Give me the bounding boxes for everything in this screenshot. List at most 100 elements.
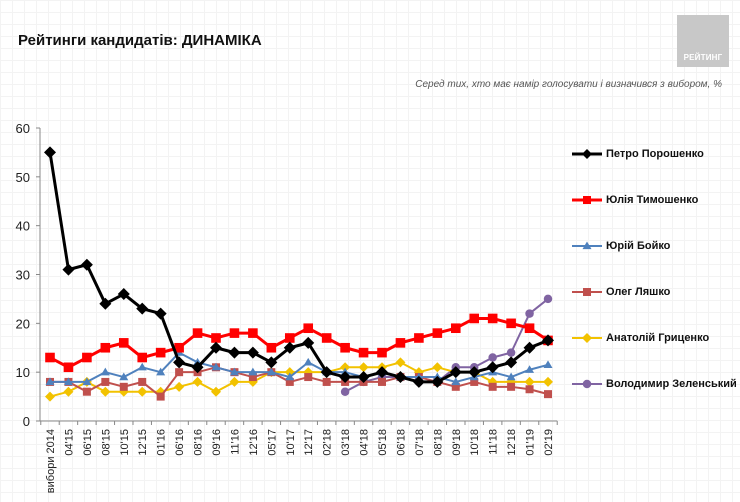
data-point bbox=[211, 333, 221, 343]
x-tick-label: 04'18 bbox=[359, 429, 371, 456]
x-tick-label: 10'17 bbox=[285, 429, 297, 456]
y-tick-label: 20 bbox=[16, 316, 30, 331]
data-point bbox=[100, 342, 111, 353]
data-point bbox=[228, 346, 241, 359]
data-point bbox=[358, 362, 369, 373]
data-point bbox=[340, 387, 350, 396]
data-point bbox=[229, 376, 240, 387]
data-point bbox=[156, 392, 165, 401]
data-point bbox=[211, 386, 221, 397]
data-point bbox=[137, 352, 148, 363]
data-point bbox=[302, 336, 315, 349]
legend-item: Володимир Зеленський bbox=[572, 378, 737, 390]
legend-marker bbox=[582, 333, 592, 343]
data-point bbox=[284, 333, 295, 343]
data-point bbox=[266, 342, 277, 353]
data-point bbox=[451, 377, 461, 386]
data-point bbox=[543, 294, 553, 304]
data-point bbox=[432, 328, 443, 338]
data-point bbox=[118, 338, 129, 348]
legend-label: Юлія Тимошенко bbox=[606, 194, 699, 206]
x-tick-label: 08'16 bbox=[193, 429, 205, 456]
data-point bbox=[285, 372, 295, 381]
data-point bbox=[80, 258, 93, 271]
data-point bbox=[340, 342, 350, 353]
x-tick-label: 12'16 bbox=[248, 429, 260, 456]
data-point bbox=[62, 263, 75, 276]
x-tick-label: 09'16 bbox=[211, 429, 223, 456]
data-point bbox=[469, 313, 480, 324]
x-tick-label: 08'15 bbox=[100, 429, 112, 456]
data-point bbox=[266, 367, 276, 376]
data-point bbox=[119, 382, 128, 391]
legend-item: Олег Ляшко bbox=[572, 286, 670, 298]
data-point bbox=[303, 323, 314, 334]
data-point bbox=[138, 377, 147, 386]
data-point bbox=[544, 390, 552, 399]
data-point bbox=[339, 371, 352, 384]
data-point bbox=[119, 372, 129, 381]
series-1 bbox=[45, 313, 553, 373]
data-point bbox=[525, 365, 535, 373]
data-point bbox=[395, 357, 406, 368]
x-tick-label: 09'18 bbox=[451, 429, 463, 456]
x-tick-label: 02'18 bbox=[322, 429, 334, 456]
x-tick-label: 01'16 bbox=[156, 429, 168, 456]
data-point bbox=[524, 323, 535, 334]
y-tick-label: 30 bbox=[16, 268, 30, 283]
y-tick-label: 60 bbox=[16, 121, 30, 136]
series-line bbox=[49, 316, 549, 369]
data-point bbox=[246, 346, 259, 359]
data-point bbox=[431, 375, 444, 388]
x-tick-label: 10'15 bbox=[119, 429, 131, 456]
data-point bbox=[45, 352, 55, 363]
series-5 bbox=[340, 294, 553, 396]
legend-swatch bbox=[572, 379, 602, 389]
legend-swatch bbox=[572, 196, 602, 204]
page-title: Рейтинги кандидатів: ДИНАМІКА bbox=[18, 32, 262, 49]
data-point bbox=[507, 382, 516, 391]
data-point bbox=[175, 368, 184, 377]
data-point bbox=[192, 328, 203, 338]
legend-swatch bbox=[572, 333, 602, 343]
data-point bbox=[100, 386, 111, 397]
data-point bbox=[192, 376, 203, 387]
x-tick-label: вибори 2014 bbox=[45, 429, 57, 493]
data-point bbox=[229, 367, 239, 376]
legend-marker bbox=[583, 288, 591, 296]
x-tick-label: 10'18 bbox=[469, 429, 481, 456]
data-point bbox=[82, 387, 91, 396]
y-tick-label: 40 bbox=[16, 219, 30, 234]
rating-logo: РЕЙТИНГ bbox=[677, 15, 729, 67]
data-point bbox=[450, 323, 461, 334]
legend-marker bbox=[582, 379, 592, 389]
data-point bbox=[63, 386, 74, 397]
data-point bbox=[322, 377, 331, 386]
legend-label: Олег Ляшко bbox=[606, 286, 671, 298]
y-tick-label: 0 bbox=[23, 414, 30, 429]
data-point bbox=[117, 288, 130, 301]
data-point bbox=[506, 318, 516, 329]
legend-item: Юлія Тимошенко bbox=[572, 194, 698, 206]
data-point bbox=[101, 377, 110, 386]
data-point bbox=[44, 146, 56, 159]
data-point bbox=[378, 377, 386, 386]
x-tick-label: 05'17 bbox=[266, 429, 278, 456]
data-point bbox=[394, 371, 407, 384]
data-point bbox=[99, 297, 112, 310]
data-point bbox=[100, 367, 110, 376]
x-tick-label: 07'18 bbox=[414, 429, 426, 456]
x-tick-label: 06'16 bbox=[174, 429, 186, 456]
data-point bbox=[451, 382, 460, 391]
data-point bbox=[414, 333, 424, 343]
data-point bbox=[82, 377, 92, 386]
legend-marker bbox=[583, 196, 591, 204]
x-tick-label: 12'15 bbox=[137, 429, 149, 456]
data-point bbox=[524, 376, 535, 387]
legend-swatch bbox=[572, 241, 602, 250]
x-tick-label: 05'18 bbox=[377, 429, 389, 456]
data-point bbox=[210, 341, 222, 354]
data-point bbox=[283, 341, 296, 354]
data-point bbox=[304, 373, 313, 382]
data-point bbox=[229, 328, 240, 338]
